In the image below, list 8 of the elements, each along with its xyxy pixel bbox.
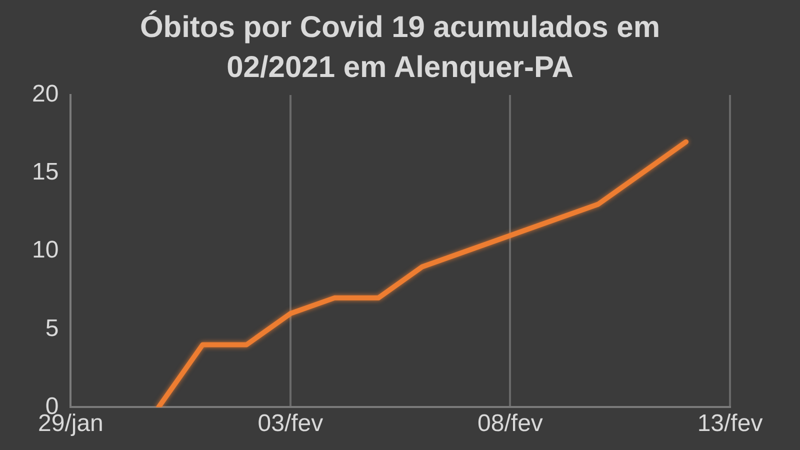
chart-title: Óbitos por Covid 19 acumulados em 02/2021 em Alenquer-PA: [138, 9, 662, 86]
y-tick-label: 20: [32, 80, 59, 108]
y-tick-label: 15: [32, 158, 59, 186]
x-tick-label: 08/fev: [478, 410, 543, 438]
x-tick-label: 13/fev: [697, 410, 763, 438]
y-tick-label: 10: [32, 236, 59, 264]
x-tick-label: 03/fev: [258, 410, 324, 438]
y-tick-label: 5: [45, 314, 59, 342]
